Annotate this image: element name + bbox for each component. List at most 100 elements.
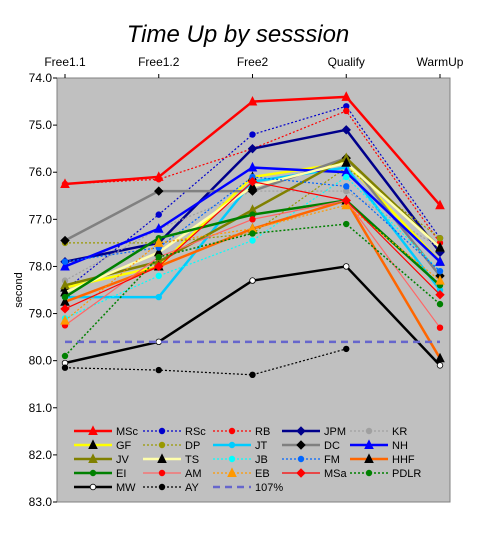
- legend-label: NH: [392, 440, 408, 452]
- data-point: [435, 241, 445, 252]
- data-point: [436, 362, 444, 369]
- data-point: [435, 256, 445, 266]
- legend-marker: [227, 467, 237, 477]
- legend-marker: [89, 469, 97, 477]
- data-point: [436, 234, 444, 242]
- x-tick-label: Free2: [237, 55, 269, 69]
- data-point: [435, 199, 445, 210]
- legend-label: MW: [116, 482, 136, 494]
- chart-title: Time Up by sesssion: [127, 21, 350, 48]
- data-point: [155, 366, 162, 374]
- legend-label: MSa: [324, 468, 348, 480]
- data-point: [153, 237, 164, 247]
- legend-item: DP: [143, 440, 200, 452]
- legend-label: JPM: [324, 426, 346, 438]
- y-tick-label: 82.0: [29, 448, 53, 462]
- legend-item: FM: [282, 454, 340, 466]
- data-point: [343, 173, 350, 181]
- legend-marker: [88, 439, 98, 449]
- series-ei: [61, 197, 444, 301]
- legend-marker: [157, 453, 167, 463]
- series-mw: [61, 263, 444, 369]
- data-point: [341, 157, 352, 167]
- y-tick-label: 81.0: [29, 401, 53, 415]
- data-point: [155, 253, 162, 261]
- legend-item: JPM: [282, 426, 346, 438]
- legend-marker: [228, 441, 236, 449]
- data-point: [154, 261, 164, 272]
- series-ts: [60, 157, 445, 297]
- legend-label: EB: [255, 468, 270, 480]
- legend-item: TS: [143, 453, 199, 466]
- legend-item: MSa: [282, 468, 348, 480]
- data-point: [249, 230, 256, 237]
- legend-marker: [296, 426, 306, 436]
- data-point: [60, 304, 70, 314]
- data-point: [343, 107, 350, 115]
- data-point: [341, 195, 351, 206]
- legend-item: EB: [213, 467, 270, 480]
- legend-label: AM: [185, 468, 202, 480]
- legend-item: MW: [74, 482, 136, 494]
- plot-area: [56, 77, 451, 503]
- data-point: [61, 293, 69, 301]
- data-point: [436, 324, 444, 331]
- data-point: [155, 211, 162, 218]
- x-tick-label: Free1.2: [138, 55, 180, 69]
- data-point: [343, 220, 350, 228]
- x-tick-label: WarmUp: [417, 55, 464, 69]
- legend-marker: [158, 441, 166, 449]
- series-pdlr: [61, 220, 444, 360]
- legend-marker: [228, 427, 236, 435]
- data-point: [343, 183, 350, 190]
- legend-label: DC: [324, 440, 340, 452]
- series-line: [64, 105, 441, 291]
- legend-label: RSc: [185, 426, 206, 438]
- series-msa: [60, 176, 445, 314]
- legend-marker: [88, 425, 98, 435]
- legend-label: 107%: [255, 482, 283, 494]
- data-point: [247, 176, 258, 187]
- legend-item: 107%: [213, 482, 283, 494]
- legend-marker: [365, 427, 373, 435]
- data-point: [247, 143, 258, 154]
- legend-marker: [297, 455, 305, 463]
- data-point: [61, 364, 69, 371]
- legend-label: KR: [392, 426, 407, 438]
- y-tick-label: 78.0: [29, 259, 53, 273]
- data-point: [341, 91, 352, 101]
- y-tick-label: 80.0: [29, 354, 53, 368]
- legend-marker: [296, 440, 306, 450]
- y-tick-label: 75.0: [29, 118, 53, 132]
- series-nh: [60, 161, 445, 271]
- legend-item: HHF: [350, 453, 415, 466]
- data-point: [435, 290, 445, 300]
- legend-label: JT: [255, 440, 268, 452]
- legend-item: RB: [213, 426, 270, 438]
- legend-label: MSc: [116, 426, 139, 438]
- y-tick-label: 83.0: [29, 495, 53, 509]
- legend-item: GF: [74, 439, 132, 452]
- y-tick-label: 74.0: [29, 71, 53, 85]
- legend-item: JV: [74, 453, 130, 466]
- legend-item: JB: [213, 454, 268, 466]
- data-point: [435, 352, 445, 363]
- legend-marker: [296, 468, 306, 478]
- legend: MSc RSc RB JPM KR GF DP JT DC NH JV TS JB FM HHF EI AM EB…: [74, 425, 421, 494]
- data-point: [435, 274, 445, 285]
- data-point: [155, 272, 162, 280]
- data-point: [61, 258, 69, 265]
- data-point: [436, 267, 444, 275]
- data-point: [60, 235, 70, 246]
- legend-item: AY: [143, 482, 200, 494]
- legend-label: FM: [324, 454, 340, 466]
- legend-label: AY: [185, 482, 200, 494]
- legend-item: MSc: [74, 425, 139, 438]
- legend-item: RSc: [143, 426, 206, 438]
- data-point: [249, 131, 256, 138]
- y-axis-label: second: [13, 272, 25, 307]
- legend-marker: [89, 483, 97, 491]
- y-tick-label: 77.0: [29, 212, 53, 226]
